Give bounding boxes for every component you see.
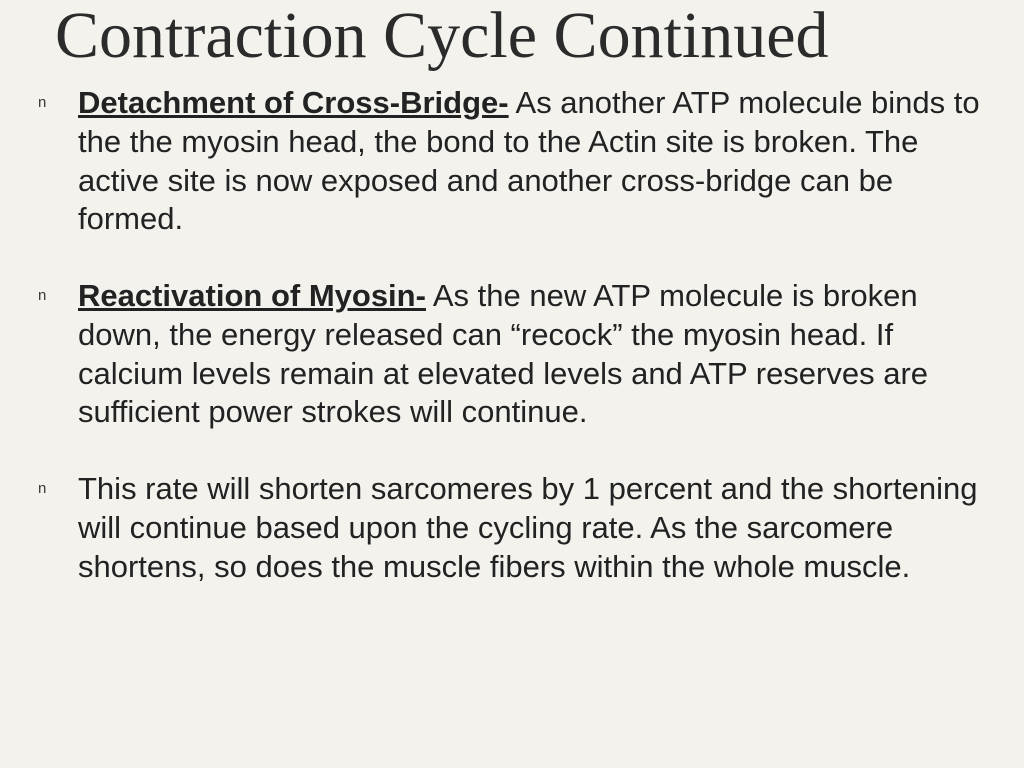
list-item-body: Detachment of Cross-Bridge- As another A… [78,84,996,239]
slide-title: Contraction Cycle Continued [55,0,1004,74]
bullet-icon: n [38,84,78,111]
list-item-body: Reactivation of Myosin- As the new ATP m… [78,277,996,432]
item-heading: Reactivation of Myosin- [78,278,426,313]
item-text: This rate will shorten sarcomeres by 1 p… [78,471,977,584]
bullet-icon: n [38,277,78,304]
list-item: n This rate will shorten sarcomeres by 1… [38,470,996,586]
bullet-icon: n [38,470,78,497]
slide-content: n Detachment of Cross-Bridge- As another… [38,84,996,624]
list-item: n Detachment of Cross-Bridge- As another… [38,84,996,239]
list-item: n Reactivation of Myosin- As the new ATP… [38,277,996,432]
slide: Contraction Cycle Continued n Detachment… [0,0,1024,768]
item-heading: Detachment of Cross-Bridge- [78,85,509,120]
list-item-body: This rate will shorten sarcomeres by 1 p… [78,470,996,586]
